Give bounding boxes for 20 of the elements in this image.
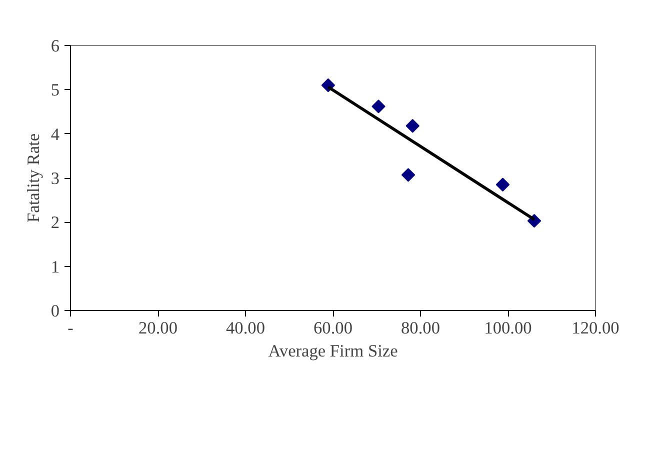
x-tick-label: 120.00 — [572, 318, 620, 338]
point — [406, 119, 420, 133]
x-axis-title: Average Firm Size — [268, 342, 398, 360]
y-tick-label: 2 — [50, 213, 60, 232]
y-tick-label: 1 — [50, 257, 60, 276]
x-tick-label: 60.00 — [314, 318, 353, 338]
y-tick-label: 5 — [50, 80, 60, 100]
y-tick-label: 3 — [50, 169, 60, 188]
x-tick-label: 80.00 — [401, 318, 440, 338]
point — [496, 178, 510, 192]
x-tick-label: 40.00 — [226, 318, 266, 338]
y-axis-title: Fatality Rate — [24, 133, 43, 223]
x-tick-label: 100.00 — [484, 318, 532, 338]
y-tick-label: 6 — [50, 36, 60, 56]
point — [401, 168, 416, 182]
y-tick-label: 4 — [50, 124, 60, 144]
x-tick-label: - — [68, 318, 74, 338]
point — [372, 100, 386, 114]
y-tick-label: 0 — [50, 302, 60, 320]
x-tick-label: 20.00 — [138, 318, 178, 338]
